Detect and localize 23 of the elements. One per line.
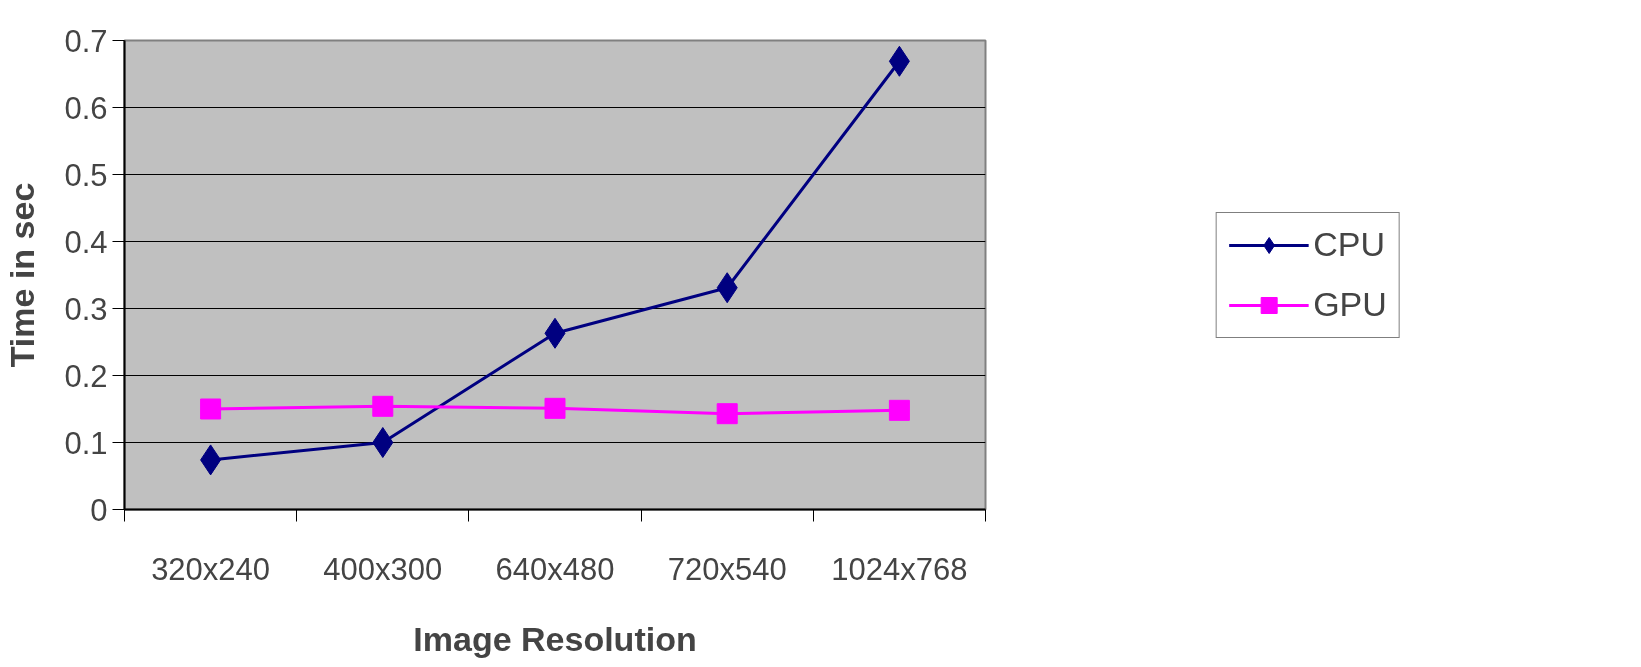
y-tick-label: 0.1 <box>64 425 108 461</box>
point <box>544 397 566 419</box>
y-tick-label: 0.6 <box>64 90 108 126</box>
y-tick-label: 0.2 <box>64 358 108 394</box>
y-tick-label: 0.4 <box>64 224 108 260</box>
point <box>372 427 394 458</box>
x-tick-label: 720x540 <box>667 551 787 587</box>
point <box>888 399 910 421</box>
y-tick-label: 0.7 <box>64 23 108 59</box>
y-tick-label: 0 <box>90 492 108 528</box>
x-axis-title: Image Resolution <box>413 619 697 658</box>
x-tick-label: 640x480 <box>495 551 615 587</box>
point <box>372 395 394 417</box>
y-tick-label: 0.3 <box>64 291 108 327</box>
x-tick-label: 320x240 <box>151 551 271 587</box>
point <box>200 398 222 420</box>
y-axis-title: Time in sec <box>3 182 42 368</box>
x-tick-label: 400x300 <box>323 551 443 587</box>
legend-label: CPU <box>1313 225 1385 264</box>
legend-label: GPU <box>1313 285 1387 324</box>
y-tick-label: 0.5 <box>64 157 108 193</box>
x-tick-label: 1024x768 <box>831 551 968 587</box>
point <box>716 403 738 425</box>
